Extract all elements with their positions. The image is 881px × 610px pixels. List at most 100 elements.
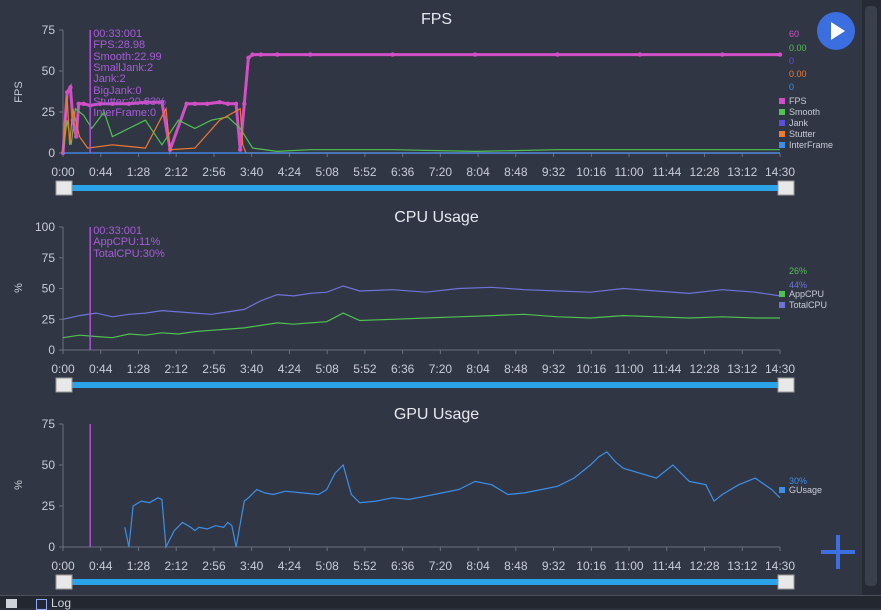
chart-panel bbox=[0, 0, 862, 595]
range-slider-start-handle[interactable] bbox=[55, 574, 73, 590]
fps-point bbox=[97, 101, 103, 107]
fps-point bbox=[777, 52, 783, 57]
y-tick-label: 25 bbox=[42, 312, 56, 326]
y-tick-label: 75 bbox=[42, 23, 56, 37]
y-tick-label: 75 bbox=[42, 417, 56, 431]
x-tick-label: 8:48 bbox=[504, 165, 528, 179]
fps-point bbox=[126, 101, 132, 107]
x-tick-label: 14:30 bbox=[765, 362, 795, 376]
x-tick-label: 12:28 bbox=[690, 362, 720, 376]
x-tick-label: 7:20 bbox=[429, 559, 453, 573]
y-tick-label: 25 bbox=[42, 499, 56, 513]
range-slider-start-handle[interactable] bbox=[55, 377, 73, 393]
range-slider-end-handle[interactable] bbox=[777, 574, 795, 590]
fps-point bbox=[217, 99, 222, 105]
x-tick-label: 5:08 bbox=[315, 165, 339, 179]
fps-point bbox=[192, 101, 198, 107]
x-tick-label: 6:36 bbox=[391, 165, 415, 179]
fps-point bbox=[159, 99, 165, 105]
x-tick-label: 5:08 bbox=[315, 362, 339, 376]
legend-label: Stutter bbox=[789, 129, 816, 139]
legend-label: TotalCPU bbox=[789, 300, 827, 310]
y-tick-label: 0 bbox=[48, 540, 55, 554]
latest-value: 0 bbox=[789, 82, 794, 92]
y-axis-label: % bbox=[13, 480, 25, 490]
x-tick-label: 2:56 bbox=[202, 559, 226, 573]
add-button[interactable] bbox=[821, 535, 855, 569]
latest-value: 30% bbox=[789, 476, 807, 486]
fps-point bbox=[73, 134, 79, 139]
fps-point bbox=[237, 147, 243, 152]
x-tick-label: 13:12 bbox=[727, 362, 757, 376]
x-tick-label: 6:36 bbox=[391, 559, 415, 573]
legend-swatch bbox=[779, 302, 785, 308]
log-checkbox[interactable] bbox=[36, 599, 47, 610]
scrollbar-thumb[interactable] bbox=[865, 6, 877, 586]
x-tick-label: 3:40 bbox=[240, 165, 264, 179]
latest-value: 44% bbox=[789, 280, 807, 290]
cursor-tooltip-line: 00:33:001 bbox=[93, 225, 142, 237]
cursor-tooltip-line: AppCPU:11% bbox=[93, 236, 160, 248]
x-tick-label: 6:36 bbox=[391, 362, 415, 376]
vertical-scrollbar[interactable] bbox=[862, 0, 881, 595]
x-tick-label: 11:00 bbox=[614, 559, 643, 573]
x-tick-label: 0:44 bbox=[89, 165, 113, 179]
x-tick-label: 3:40 bbox=[240, 362, 264, 376]
range-slider-start-handle[interactable] bbox=[55, 180, 73, 196]
range-slider-end-handle[interactable] bbox=[777, 180, 795, 196]
chart-title: FPS bbox=[421, 11, 452, 28]
legend-label: Jank bbox=[789, 118, 809, 128]
x-tick-label: 8:04 bbox=[466, 165, 490, 179]
y-tick-label: 0 bbox=[48, 343, 55, 357]
cursor-tooltip-line: FPS:28.98 bbox=[93, 39, 145, 51]
range-slider-end-handle[interactable] bbox=[777, 377, 795, 393]
x-tick-label: 9:32 bbox=[542, 559, 566, 573]
legend-swatch bbox=[779, 109, 785, 115]
range-slider-track bbox=[60, 579, 790, 585]
fps-point bbox=[233, 101, 239, 107]
legend-swatch bbox=[779, 98, 785, 104]
fps-point bbox=[110, 101, 115, 107]
fps-point bbox=[258, 52, 263, 57]
cursor-tooltip-line: InterFrame:0 bbox=[93, 107, 156, 119]
x-tick-label: 9:32 bbox=[542, 165, 566, 179]
fps-point bbox=[246, 55, 251, 61]
x-tick-label: 7:20 bbox=[429, 165, 453, 179]
latest-value: 60 bbox=[789, 29, 799, 39]
fps-point bbox=[720, 52, 725, 57]
x-tick-label: 2:12 bbox=[165, 362, 189, 376]
x-tick-label: 12:28 bbox=[690, 165, 720, 179]
series-line-gusage bbox=[124, 451, 781, 550]
x-tick-label: 2:12 bbox=[165, 559, 189, 573]
x-tick-label: 0:00 bbox=[51, 362, 75, 376]
x-tick-label: 11:00 bbox=[614, 165, 643, 179]
range-slider-track bbox=[60, 185, 790, 191]
log-label: Log bbox=[51, 596, 72, 610]
x-tick-label: 0:00 bbox=[51, 165, 75, 179]
x-tick-label: 10:16 bbox=[576, 165, 606, 179]
fps-point bbox=[81, 101, 86, 107]
play-button[interactable] bbox=[817, 12, 855, 50]
fps-point bbox=[308, 52, 313, 57]
cursor-tooltip-line: SmallJank:2 bbox=[93, 62, 153, 74]
x-tick-label: 4:24 bbox=[278, 165, 302, 179]
y-axis-label: FPS bbox=[13, 81, 25, 102]
latest-value: 0.00 bbox=[789, 69, 807, 79]
fps-point bbox=[143, 99, 148, 105]
x-tick-label: 2:12 bbox=[165, 165, 189, 179]
x-tick-label: 1:28 bbox=[127, 362, 151, 376]
x-tick-label: 2:56 bbox=[202, 362, 226, 376]
dropdown-icon[interactable] bbox=[6, 599, 17, 608]
play-icon bbox=[831, 22, 845, 40]
series-line-smooth bbox=[62, 107, 780, 154]
x-tick-label: 14:30 bbox=[765, 559, 795, 573]
legend-swatch bbox=[779, 131, 785, 137]
fps-point bbox=[275, 52, 280, 57]
y-tick-label: 50 bbox=[42, 282, 56, 296]
legend-label: GUsage bbox=[789, 485, 822, 495]
x-tick-label: 4:24 bbox=[278, 362, 302, 376]
y-tick-label: 50 bbox=[42, 458, 56, 472]
legend-label: FPS bbox=[789, 96, 807, 106]
fps-point bbox=[637, 52, 643, 57]
x-tick-label: 10:16 bbox=[576, 559, 606, 573]
